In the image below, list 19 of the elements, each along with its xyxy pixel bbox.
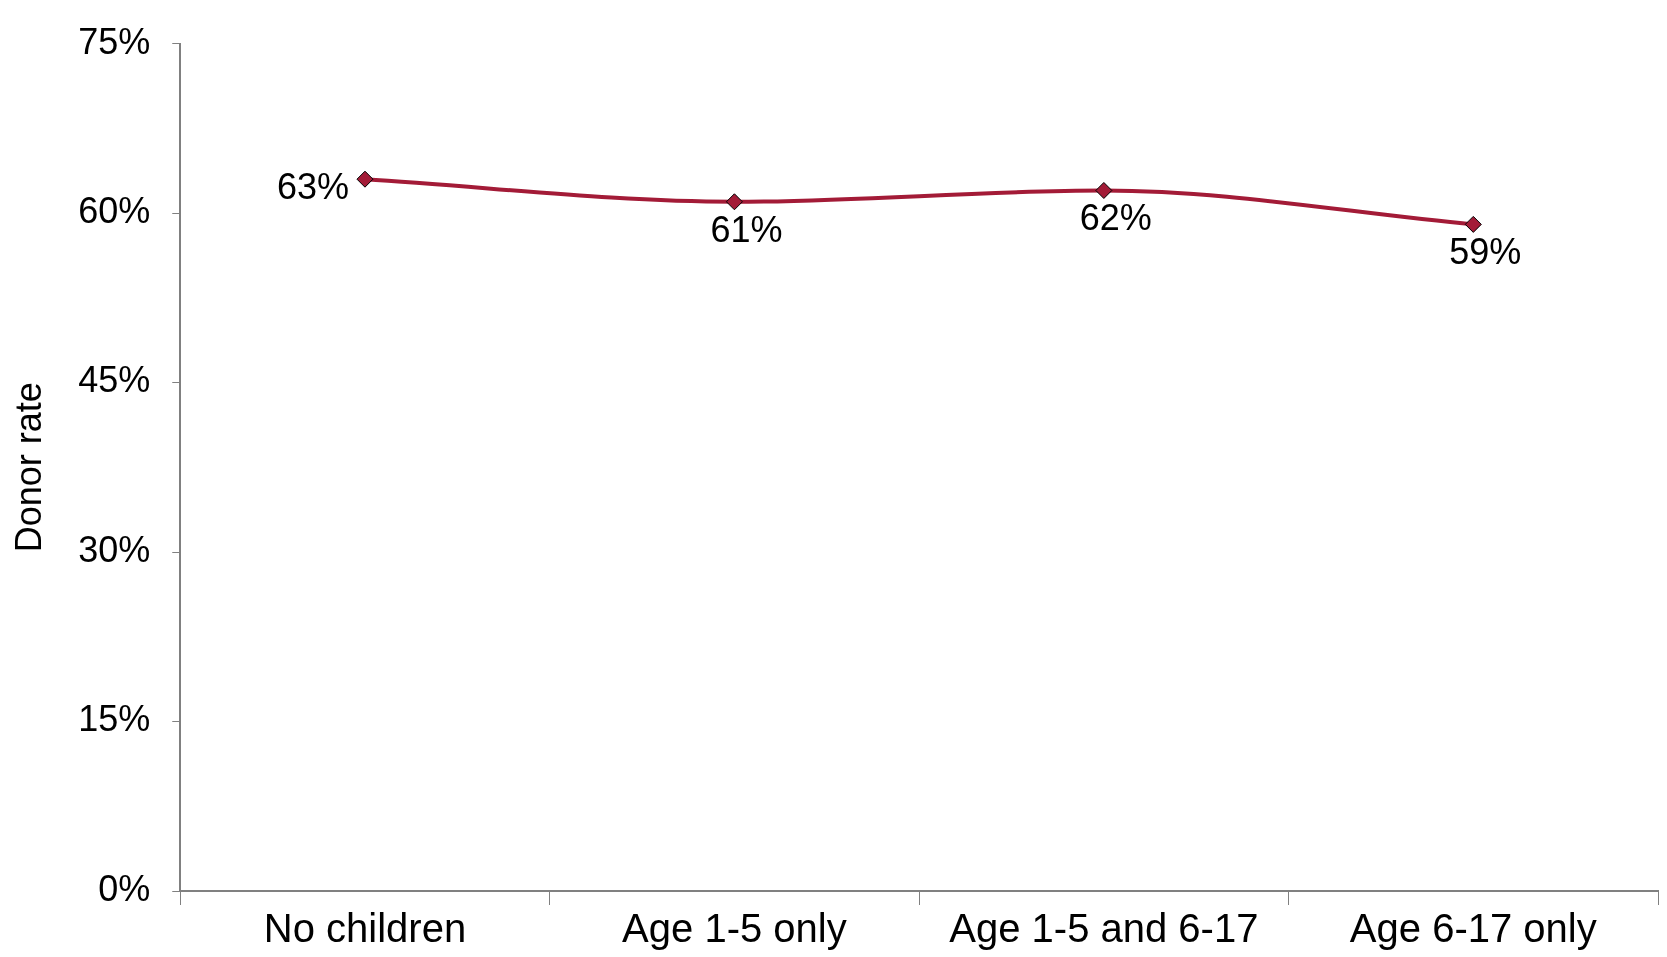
y-tick-label: 30% <box>78 528 151 570</box>
y-tick-label: 15% <box>78 698 151 740</box>
y-axis-title: Donor rate <box>7 382 49 553</box>
point <box>725 193 743 211</box>
data-label: 61% <box>710 208 783 250</box>
point <box>356 170 374 188</box>
x-tick-label: Age 1-5 only <box>622 906 847 951</box>
y-tick-label: 75% <box>78 20 151 62</box>
x-tick-label: Age 6-17 only <box>1349 906 1597 951</box>
x-tick-label: No children <box>263 906 467 951</box>
data-label: 63% <box>276 166 349 208</box>
y-tick-label: 45% <box>78 359 151 401</box>
y-tick-label: 60% <box>78 190 151 231</box>
point <box>1464 215 1482 233</box>
data-label: 62% <box>1079 197 1152 239</box>
x-tick-label: Age 1-5 and 6-17 <box>949 906 1259 951</box>
y-tick-label: 0% <box>98 867 151 909</box>
data-label: 59% <box>1449 231 1522 273</box>
point <box>1095 181 1113 199</box>
